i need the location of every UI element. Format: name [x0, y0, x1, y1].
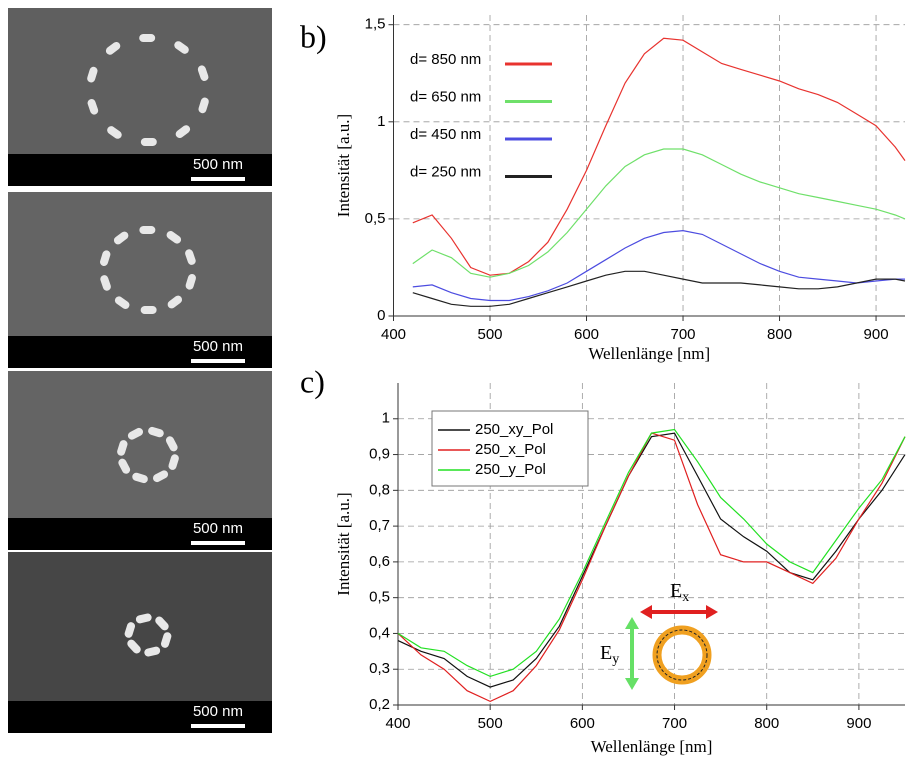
y-tick-label: 0,7	[369, 517, 390, 534]
data-line	[412, 37, 906, 276]
scale-label: 500 nm	[193, 338, 243, 355]
y-tick-label: 0,8	[369, 481, 390, 498]
nanostructure	[165, 436, 178, 452]
nanostructure	[168, 454, 179, 470]
x-tick-label: 700	[671, 326, 696, 343]
nanostructure	[117, 440, 128, 456]
nanostructure	[87, 66, 98, 83]
nanostructure	[155, 616, 169, 631]
nanostructure	[167, 295, 183, 309]
scale-bar	[191, 724, 245, 728]
scale-label: 500 nm	[193, 156, 243, 173]
x-tick-label: 900	[846, 715, 871, 732]
y-tick-label: 0	[377, 307, 385, 324]
nanostructure	[100, 275, 111, 291]
nanostructure	[127, 427, 143, 440]
sem-image	[8, 8, 272, 154]
x-tick-label: 600	[570, 715, 595, 732]
nanostructure	[174, 41, 189, 54]
x-tick-label: 800	[754, 715, 779, 732]
legend-box	[431, 410, 589, 487]
nanostructure	[161, 632, 172, 648]
panel-label: c)	[300, 363, 325, 399]
y-axis-label: Intensität [a.u.]	[334, 114, 353, 217]
data-line	[412, 270, 906, 307]
scale-bar	[191, 177, 245, 181]
annotation-subscript: x	[682, 590, 689, 605]
nanostructure	[139, 33, 156, 43]
legend-label: d= 650 nm	[410, 88, 481, 105]
nanostructure	[140, 305, 157, 315]
x-tick-label: 500	[477, 326, 502, 343]
x-tick-label: 400	[381, 326, 406, 343]
x-axis-label: Wellenlänge [nm]	[591, 737, 713, 756]
y-tick-label: 0,6	[369, 553, 390, 570]
scale-label: 500 nm	[193, 703, 243, 720]
nanostructure	[132, 472, 148, 484]
nanostructure	[185, 273, 196, 290]
y-tick-label: 0,2	[369, 696, 390, 713]
nanostructure	[166, 231, 182, 244]
annotation: Ey	[600, 642, 619, 668]
data-line	[397, 432, 906, 688]
legend-label: d= 250 nm	[410, 163, 481, 180]
x-axis-label: Wellenlänge [nm]	[588, 344, 710, 363]
data-line	[397, 428, 906, 678]
x-tick-label: 800	[767, 326, 792, 343]
nanostructure	[87, 98, 99, 115]
y-tick-label: 0,5	[365, 210, 386, 227]
annotation-subscript: y	[612, 652, 619, 667]
scale-bar	[191, 359, 245, 363]
nanostructure	[135, 613, 152, 624]
y-tick-label: 0,5	[369, 589, 390, 606]
nanostructure	[124, 622, 135, 638]
x-tick-label: 500	[478, 715, 503, 732]
y-tick-label: 1	[382, 410, 390, 427]
nanostructure	[144, 646, 161, 657]
x-tick-label: 900	[864, 326, 889, 343]
y-tick-label: 1	[377, 113, 385, 130]
legend-label: d= 450 nm	[410, 126, 481, 143]
legend-label: d= 850 nm	[410, 51, 481, 68]
y-axis-label: Intensität [a.u.]	[334, 492, 353, 595]
nanostructure	[113, 231, 129, 245]
nanostructure	[148, 426, 164, 438]
y-tick-label: 0,4	[369, 624, 390, 641]
nanostructure	[105, 41, 121, 55]
x-tick-label: 400	[385, 715, 410, 732]
nanostructure	[153, 470, 169, 483]
annotation-text: E	[670, 580, 682, 602]
nanostructure	[185, 249, 196, 265]
data-line	[412, 229, 905, 302]
legend-label: 250_y_Pol	[475, 461, 546, 478]
scale-label: 500 nm	[193, 520, 243, 537]
nanostructure	[114, 296, 130, 309]
ring-inner	[656, 629, 708, 681]
annotation: Ex	[670, 580, 689, 606]
nanostructure	[127, 639, 141, 654]
nanostructure	[107, 126, 122, 139]
x-tick-label: 600	[574, 326, 599, 343]
data-line	[412, 148, 906, 278]
nanostructure	[140, 137, 157, 147]
nanostructure	[197, 65, 209, 82]
y-tick-label: 1,5	[365, 16, 386, 33]
y-tick-label: 0,3	[369, 660, 390, 677]
annotation-text: E	[600, 642, 612, 664]
legend-label: 250_xy_Pol	[475, 421, 553, 438]
nanostructure	[100, 250, 111, 267]
nanostructure	[175, 125, 191, 139]
x-tick-label: 700	[662, 715, 687, 732]
nanostructure	[198, 97, 209, 114]
legend-label: 250_x_Pol	[475, 441, 546, 458]
nanostructure	[118, 458, 131, 474]
panel-label: b)	[300, 18, 327, 54]
y-tick-label: 0,9	[369, 446, 390, 463]
scale-bar	[191, 541, 245, 545]
nanostructure	[139, 225, 156, 235]
